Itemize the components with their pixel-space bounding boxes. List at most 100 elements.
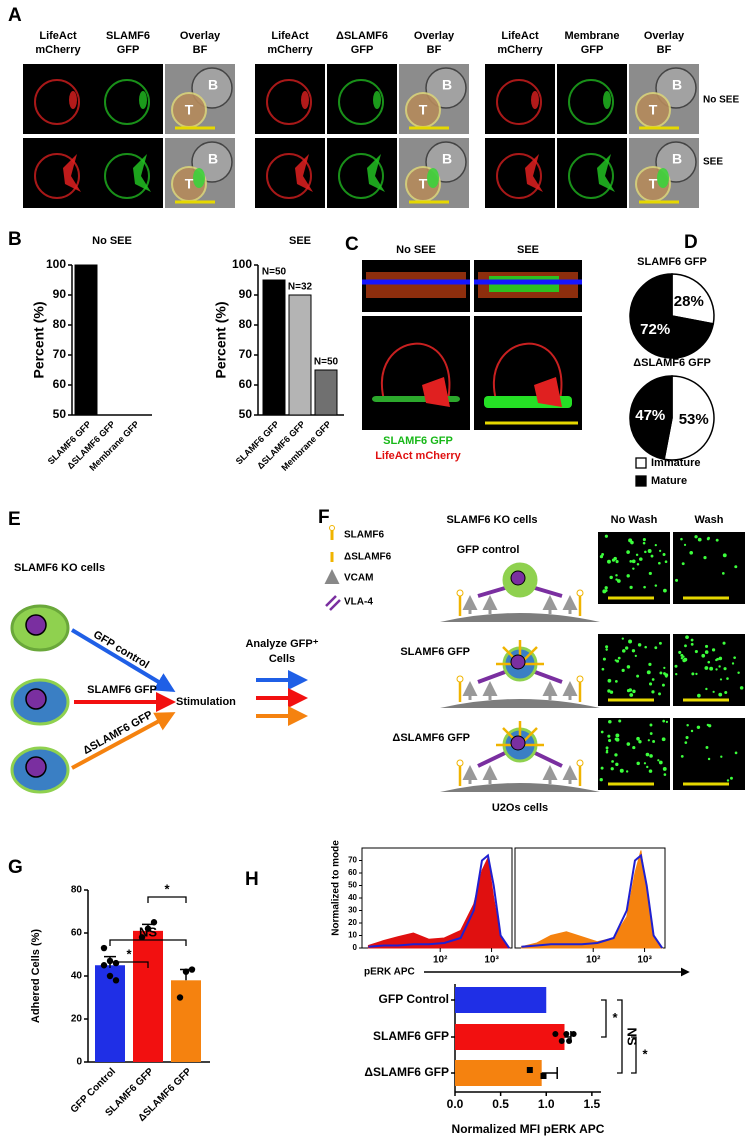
fluorescent-cell xyxy=(733,656,736,659)
fluorescent-cell xyxy=(658,692,661,696)
x-tick-label: 1.0 xyxy=(538,1097,555,1111)
fluorescent-cell xyxy=(707,757,711,761)
image-bg xyxy=(673,532,745,604)
panel-label: F xyxy=(318,507,330,528)
data-point xyxy=(188,966,196,973)
fluorescent-cell xyxy=(619,768,624,773)
y-tick-label: 20 xyxy=(348,918,357,927)
fluorescent-cell xyxy=(648,571,652,576)
slice-label: 47% xyxy=(635,407,665,424)
arrow xyxy=(71,712,176,770)
fluorescent-cell xyxy=(654,584,658,587)
data-point xyxy=(138,934,146,941)
bracket xyxy=(617,999,623,1074)
fluorescent-cell xyxy=(685,635,689,640)
fluorescent-cell xyxy=(662,553,666,556)
row-label: No SEE xyxy=(703,95,739,106)
fluorescent-cell xyxy=(645,752,650,757)
histogram-area xyxy=(367,856,511,949)
x-tick-label: 10² xyxy=(433,955,448,966)
x-tick-label: Membrane GFP xyxy=(279,419,333,473)
fluorescent-cell xyxy=(726,677,729,680)
pie-slice xyxy=(663,375,715,461)
fluorescent-cell xyxy=(610,767,614,771)
fluorescent-cell xyxy=(632,745,636,750)
bar xyxy=(171,980,201,1062)
histogram-line xyxy=(521,853,663,949)
fluorescent-cell xyxy=(716,657,719,661)
cell-bright xyxy=(69,91,77,109)
fluorescent-cell xyxy=(621,668,625,672)
fluorescent-cell xyxy=(642,538,646,542)
chart-title: SEE xyxy=(289,235,311,247)
column-header: Overlay xyxy=(644,30,685,42)
cell-label: B xyxy=(208,77,218,93)
cell-bright xyxy=(373,91,381,109)
y-tick-label: 70 xyxy=(239,347,253,361)
micrograph xyxy=(23,64,93,134)
fluorescent-cell xyxy=(616,579,621,583)
pie-slice xyxy=(671,273,715,325)
fluorescent-cell xyxy=(618,719,622,723)
micrograph xyxy=(557,64,627,134)
fluorescent-cell xyxy=(647,739,650,742)
column-header: BF xyxy=(657,44,672,56)
image-bg xyxy=(673,634,745,706)
fluorescent-cell xyxy=(723,667,727,671)
micrograph xyxy=(598,634,670,706)
legend-label: LifeAct mCherry xyxy=(375,450,461,462)
cell-outline xyxy=(568,79,614,125)
fluorescent-cell xyxy=(721,572,725,575)
fluorescent-cell xyxy=(674,664,678,668)
bar-annotation: N=50 xyxy=(262,267,287,278)
fluorescent-cell xyxy=(682,655,685,658)
fluorescent-cell xyxy=(663,672,666,675)
fluorescent-cell xyxy=(706,537,710,541)
fluorescent-cell xyxy=(646,765,649,769)
panel-label: C xyxy=(345,234,359,255)
fluorescent-cell xyxy=(657,759,660,762)
cell-outline xyxy=(34,79,80,125)
micrograph xyxy=(165,64,235,134)
fluorescent-cell xyxy=(737,671,740,674)
fluorescent-cell xyxy=(622,649,626,653)
fluorescent-cell xyxy=(661,737,666,742)
fluorescent-cell xyxy=(605,749,609,752)
panel-label: E xyxy=(8,509,21,530)
panel-subtitle: SLAMF6 KO cells xyxy=(446,514,537,526)
bar-annotation: N=50 xyxy=(314,357,339,368)
column-header: LifeAct xyxy=(271,30,309,42)
data-point xyxy=(106,972,114,980)
micrograph xyxy=(255,138,325,208)
legend-label: Mature xyxy=(651,475,687,487)
micrograph xyxy=(673,634,745,706)
fluorescent-cell xyxy=(654,646,658,650)
row-label: GFP control xyxy=(457,544,520,556)
fluorescent-cell xyxy=(613,556,617,561)
fluorescent-cell xyxy=(609,690,614,694)
fluorescent-cell xyxy=(608,719,612,724)
legend-label: SLAMF6 GFP xyxy=(383,435,453,447)
fluorescent-cell xyxy=(715,538,719,542)
data-point xyxy=(526,1067,533,1073)
fluorescent-cell xyxy=(636,562,640,566)
fluorescent-cell xyxy=(604,586,608,590)
fluorescent-cell xyxy=(658,561,661,565)
histogram-line xyxy=(368,853,510,949)
bracket xyxy=(147,896,187,903)
fluorescent-cell xyxy=(704,666,709,670)
panel-subtitle: SLAMF6 KO cells xyxy=(14,562,105,574)
fluorescent-cell xyxy=(648,682,653,686)
slamf6 xyxy=(456,589,464,597)
fluorescent-cell xyxy=(608,738,612,743)
data-point xyxy=(570,1031,577,1037)
fluorescent-cell xyxy=(636,761,640,766)
y-tick-label: GFP Control xyxy=(379,992,449,1006)
legend-label: SLAMF6 xyxy=(344,530,384,541)
cell-outline xyxy=(381,342,451,401)
column-header: GFP xyxy=(351,44,374,56)
row-label: SEE xyxy=(703,157,723,168)
fluorescent-cell xyxy=(647,549,652,553)
fluorescent-cell xyxy=(720,755,723,758)
